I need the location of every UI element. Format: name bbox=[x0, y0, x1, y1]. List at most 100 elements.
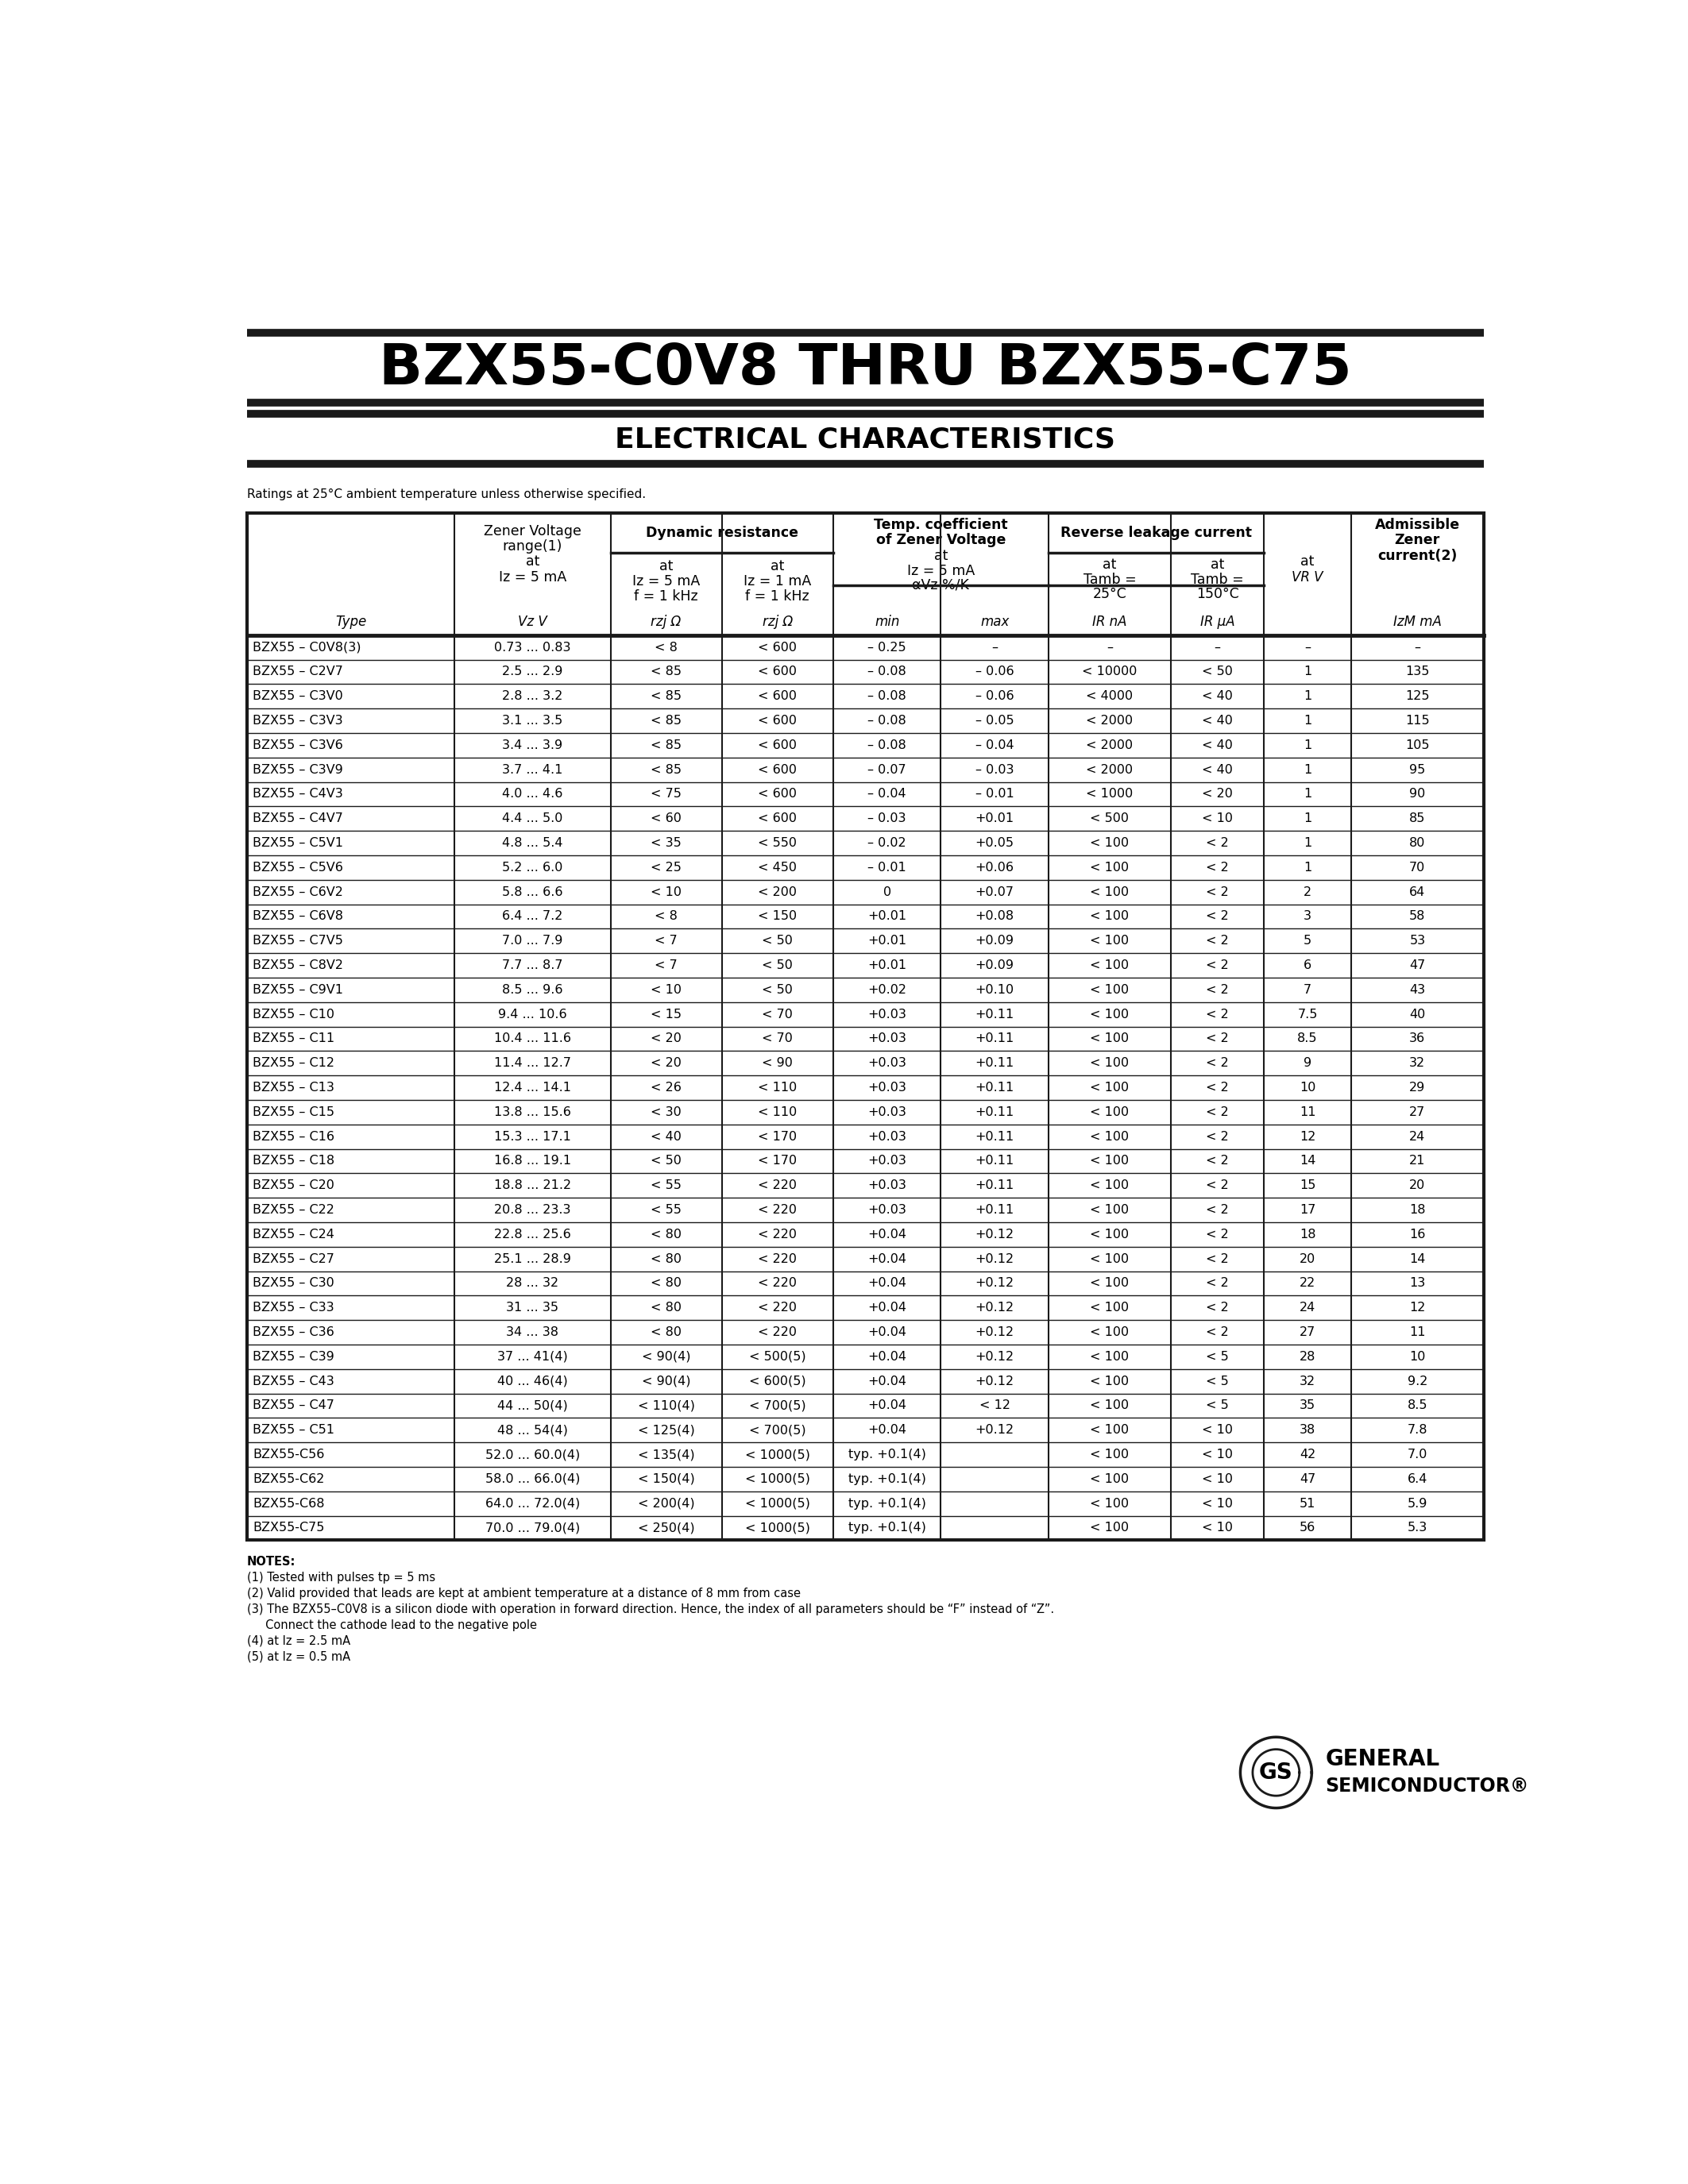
Text: 2: 2 bbox=[1303, 887, 1312, 898]
Text: < 2: < 2 bbox=[1205, 1278, 1229, 1289]
Text: 17: 17 bbox=[1300, 1203, 1315, 1216]
Text: +0.12: +0.12 bbox=[976, 1302, 1014, 1315]
Text: 1: 1 bbox=[1303, 666, 1312, 677]
Text: BZX55 – C33: BZX55 – C33 bbox=[253, 1302, 334, 1315]
Text: 12.4 ... 14.1: 12.4 ... 14.1 bbox=[495, 1081, 571, 1094]
Text: < 25: < 25 bbox=[650, 860, 682, 874]
Text: < 100: < 100 bbox=[1090, 911, 1129, 922]
Text: Admissible: Admissible bbox=[1374, 518, 1460, 533]
Text: 9.2: 9.2 bbox=[1408, 1376, 1428, 1387]
Text: BZX55 – C47: BZX55 – C47 bbox=[253, 1400, 334, 1411]
Text: 40: 40 bbox=[1409, 1009, 1425, 1020]
Text: Zener: Zener bbox=[1394, 533, 1440, 548]
Text: 95: 95 bbox=[1409, 764, 1425, 775]
Text: < 10: < 10 bbox=[1202, 1498, 1232, 1509]
Text: BZX55 – C0V8(3): BZX55 – C0V8(3) bbox=[253, 642, 361, 653]
Text: 10.4 ... 11.6: 10.4 ... 11.6 bbox=[495, 1033, 571, 1044]
Text: 52.0 ... 60.0(4): 52.0 ... 60.0(4) bbox=[484, 1448, 581, 1461]
Text: 36: 36 bbox=[1409, 1033, 1425, 1044]
Text: max: max bbox=[981, 614, 1009, 629]
Text: < 2000: < 2000 bbox=[1085, 764, 1133, 775]
Text: 10: 10 bbox=[1300, 1081, 1315, 1094]
Text: 16.8 ... 19.1: 16.8 ... 19.1 bbox=[495, 1155, 571, 1166]
Text: +0.12: +0.12 bbox=[976, 1326, 1014, 1339]
Text: < 1000(5): < 1000(5) bbox=[744, 1498, 810, 1509]
Text: < 100: < 100 bbox=[1090, 1302, 1129, 1315]
Text: < 600: < 600 bbox=[758, 690, 797, 703]
Text: < 8: < 8 bbox=[655, 911, 677, 922]
Text: NOTES:: NOTES: bbox=[246, 1555, 295, 1568]
Text: < 2: < 2 bbox=[1205, 935, 1229, 948]
Text: < 40: < 40 bbox=[1202, 690, 1232, 703]
Text: < 20: < 20 bbox=[650, 1033, 682, 1044]
Text: +0.04: +0.04 bbox=[868, 1376, 906, 1387]
Text: < 550: < 550 bbox=[758, 836, 797, 850]
Text: BZX55-C0V8 THRU BZX55-C75: BZX55-C0V8 THRU BZX55-C75 bbox=[378, 341, 1352, 397]
Text: < 100: < 100 bbox=[1090, 1400, 1129, 1411]
Text: < 70: < 70 bbox=[761, 1033, 793, 1044]
Text: < 110: < 110 bbox=[758, 1081, 797, 1094]
Text: GENERAL: GENERAL bbox=[1325, 1747, 1440, 1771]
Text: < 100: < 100 bbox=[1090, 1131, 1129, 1142]
Text: < 80: < 80 bbox=[650, 1326, 682, 1339]
Text: 18: 18 bbox=[1409, 1203, 1426, 1216]
Text: BZX55-C68: BZX55-C68 bbox=[253, 1498, 324, 1509]
Text: 8.5: 8.5 bbox=[1298, 1033, 1318, 1044]
Text: 70.0 ... 79.0(4): 70.0 ... 79.0(4) bbox=[484, 1522, 581, 1533]
Text: < 50: < 50 bbox=[761, 959, 793, 972]
Text: 9.4 ... 10.6: 9.4 ... 10.6 bbox=[498, 1009, 567, 1020]
Text: 3.7 ... 4.1: 3.7 ... 4.1 bbox=[503, 764, 562, 775]
Text: –: – bbox=[1415, 642, 1421, 653]
Text: +0.11: +0.11 bbox=[976, 1081, 1014, 1094]
Text: Iz = 1 mA: Iz = 1 mA bbox=[744, 574, 812, 587]
Text: +0.12: +0.12 bbox=[976, 1254, 1014, 1265]
Text: < 150: < 150 bbox=[758, 911, 797, 922]
Text: < 2: < 2 bbox=[1205, 1326, 1229, 1339]
Text: 25.1 ... 28.9: 25.1 ... 28.9 bbox=[495, 1254, 571, 1265]
Text: < 12: < 12 bbox=[979, 1400, 1009, 1411]
Text: BZX55 – C4V7: BZX55 – C4V7 bbox=[253, 812, 343, 826]
Text: < 600: < 600 bbox=[758, 666, 797, 677]
Text: BZX55 – C27: BZX55 – C27 bbox=[253, 1254, 334, 1265]
Text: < 220: < 220 bbox=[758, 1302, 797, 1315]
Text: min: min bbox=[874, 614, 900, 629]
Text: 12: 12 bbox=[1409, 1302, 1425, 1315]
Text: BZX55 – C30: BZX55 – C30 bbox=[253, 1278, 334, 1289]
Text: +0.05: +0.05 bbox=[976, 836, 1014, 850]
Text: +0.11: +0.11 bbox=[976, 1033, 1014, 1044]
Text: Ratings at 25°C ambient temperature unless otherwise specified.: Ratings at 25°C ambient temperature unle… bbox=[246, 489, 645, 500]
Text: 64: 64 bbox=[1409, 887, 1425, 898]
Text: < 600: < 600 bbox=[758, 788, 797, 799]
Text: – 0.05: – 0.05 bbox=[976, 714, 1014, 727]
Text: +0.03: +0.03 bbox=[868, 1105, 906, 1118]
Text: < 2: < 2 bbox=[1205, 1033, 1229, 1044]
Text: < 220: < 220 bbox=[758, 1326, 797, 1339]
Text: < 220: < 220 bbox=[758, 1179, 797, 1192]
Text: αVz %/K: αVz %/K bbox=[912, 579, 969, 592]
Text: at: at bbox=[1102, 557, 1116, 572]
Text: +0.03: +0.03 bbox=[868, 1009, 906, 1020]
Text: BZX55 – C7V5: BZX55 – C7V5 bbox=[253, 935, 343, 948]
Text: < 85: < 85 bbox=[650, 690, 682, 703]
Text: 34 ... 38: 34 ... 38 bbox=[506, 1326, 559, 1339]
Text: < 5: < 5 bbox=[1205, 1350, 1229, 1363]
Text: 5.8 ... 6.6: 5.8 ... 6.6 bbox=[501, 887, 562, 898]
Text: 14: 14 bbox=[1409, 1254, 1425, 1265]
Text: – 0.08: – 0.08 bbox=[868, 690, 906, 703]
Text: 1: 1 bbox=[1303, 714, 1312, 727]
Text: –: – bbox=[1305, 642, 1310, 653]
Text: < 100: < 100 bbox=[1090, 1448, 1129, 1461]
Text: BZX55 – C3V6: BZX55 – C3V6 bbox=[253, 738, 343, 751]
Text: 28 ... 32: 28 ... 32 bbox=[506, 1278, 559, 1289]
Text: < 85: < 85 bbox=[650, 738, 682, 751]
Text: < 100: < 100 bbox=[1090, 1105, 1129, 1118]
Text: BZX55 – C2V7: BZX55 – C2V7 bbox=[253, 666, 343, 677]
Text: < 150(4): < 150(4) bbox=[638, 1472, 695, 1485]
Text: +0.03: +0.03 bbox=[868, 1033, 906, 1044]
Text: 90: 90 bbox=[1409, 788, 1425, 799]
Text: +0.01: +0.01 bbox=[868, 911, 906, 922]
Text: f = 1 kHz: f = 1 kHz bbox=[635, 590, 699, 603]
Text: +0.04: +0.04 bbox=[868, 1254, 906, 1265]
Text: typ. +0.1(4): typ. +0.1(4) bbox=[847, 1522, 927, 1533]
Text: 6.4: 6.4 bbox=[1408, 1472, 1428, 1485]
